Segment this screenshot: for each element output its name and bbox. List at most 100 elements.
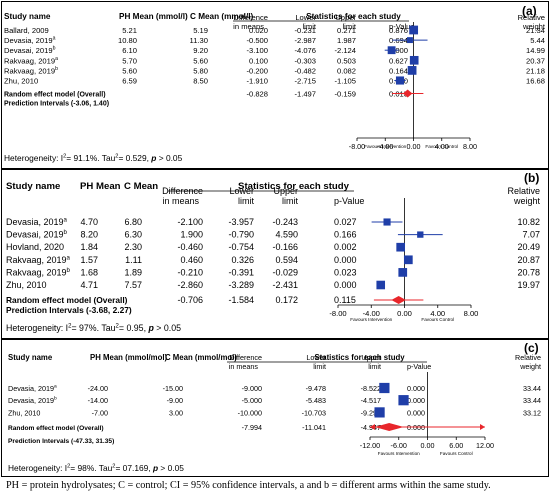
panel-1-row-weight: 14.99	[526, 46, 545, 55]
panel-1-row-c-mean: 5.19	[193, 26, 208, 35]
panel-1-row-ph-mean: 6.59	[122, 77, 137, 86]
panel-3-tick-label: -12.00	[360, 441, 380, 450]
panel-3-row-weight: 33.44	[523, 396, 541, 405]
panel-2-row-weight: 20.78	[517, 267, 540, 277]
panel-1-header-upper-1: Upper	[335, 13, 356, 22]
panel-1-tick-label: -4.00	[377, 142, 393, 151]
panel-2-row-upper: -0.029	[272, 267, 298, 277]
panel-1-row-upper: 0.503	[337, 56, 356, 65]
panel-2-row-lower: -3.289	[228, 280, 254, 290]
panel-3-row-diff: -5.000	[242, 396, 262, 405]
panel-1-row-c-mean: 11.30	[190, 36, 208, 45]
panel-1-row-c-mean: 8.50	[193, 77, 208, 86]
panel-1-row-weight: 16.68	[526, 77, 545, 86]
panel-3-row-upper: -8.522	[361, 384, 381, 393]
panel-2-header-upper-2: limit	[282, 196, 298, 206]
panel-2-favours-intervention: Favours Intervention	[350, 317, 392, 322]
panel-3-header-statistics: Statistics for each study	[314, 353, 405, 362]
panel-2-row-p: 0.023	[334, 267, 357, 277]
panel-1-row-ph-mean: 10.80	[118, 36, 137, 45]
panel-2-prediction-label: Prediction Intervals (-3.68, 2.27)	[6, 305, 132, 315]
panel-2-row-lower: -0.790	[228, 230, 254, 240]
panel-2-effect-square	[417, 231, 424, 238]
panel-2-header-lower-1: Lower	[229, 186, 254, 196]
panel-3-row-c-mean: -9.00	[167, 396, 183, 405]
panel-3-favours-control: Favours Control	[440, 451, 473, 456]
panel-3-tick-label: 12.00	[476, 441, 494, 450]
panel-1-effect-square	[387, 46, 396, 55]
panel-1-row-c-mean: 9.20	[193, 46, 208, 55]
panel-3-effect-square	[379, 382, 390, 394]
panel-1-favours-control: Favours Control	[425, 144, 458, 149]
panel-1-row-lower: -2.987	[294, 36, 316, 45]
panel-2-row-upper: -0.166	[272, 242, 298, 252]
panel-3-header-upper-1: Upper	[361, 353, 381, 362]
panel-3-row-diff: -9.000	[242, 384, 262, 393]
panel-2-overall-label: Random effect model (Overall)	[6, 295, 128, 305]
panel-2-effect-square	[396, 242, 406, 252]
panel-1-overall-diamond	[402, 89, 413, 98]
panel-1-row-weight: 20.37	[526, 56, 545, 65]
panel-3-row-diff: -10.000	[238, 408, 262, 417]
panel-1-effect-square	[409, 55, 419, 65]
panel-1-row-lower: -0.303	[294, 56, 316, 65]
panel-3-prediction-arrow-right	[480, 424, 485, 430]
panel-1-row-diff: -0.500	[246, 36, 268, 45]
panel-1-row-ph-mean: 5.70	[122, 56, 137, 65]
panel-2-tick-label: 0.00	[397, 309, 412, 318]
panel-2-header-upper-1: Upper	[273, 186, 298, 196]
panel-3-header-c-mean: C Mean (mmol/mol)	[165, 353, 237, 362]
panel-2-border	[1, 169, 549, 339]
panel-2-overall-lower: -1.584	[228, 295, 254, 305]
panel-2-header-lower-2: limit	[238, 196, 254, 206]
panel-2-row-study: Hovland, 2020	[6, 242, 64, 252]
panel-2-header-ph-mean: PH Mean	[80, 181, 121, 192]
panel-3-row-lower: -5.483	[306, 396, 326, 405]
panel-2-overall-upper: 0.172	[275, 295, 298, 305]
panel-3-overall-diff: -7.994	[242, 423, 262, 432]
panel-2-tick-label: 4.00	[430, 309, 445, 318]
panel-2-row-weight: 20.87	[517, 255, 540, 265]
panel-1-row-upper: 1.987	[337, 36, 356, 45]
panel-1-row-weight: 21.18	[526, 66, 545, 75]
panel-1-row-lower: -2.715	[294, 77, 316, 86]
panel-3-row-study: Zhu, 2010	[8, 408, 40, 417]
panel-2-row-diff: -0.460	[177, 242, 203, 252]
panel-2-row-diff: -0.210	[177, 267, 203, 277]
panel-3-tick-label: 0.00	[421, 441, 435, 450]
panel-1-header-upper-2: limit	[343, 22, 357, 31]
panel-1-effect-square	[395, 76, 405, 85]
panel-2-panel-label: (b)	[524, 171, 539, 185]
panel-2-overall-p: 0.115	[334, 295, 356, 305]
panel-3-row-c-mean: 3.00	[169, 408, 183, 417]
panel-1-effect-square	[409, 25, 419, 35]
panel-3-tick-label: 6.00	[449, 441, 463, 450]
panel-2-row-lower: -0.754	[228, 242, 254, 252]
panel-1-header-lower-2: limit	[303, 22, 317, 31]
panel-3-header-diff-1: Difference	[229, 353, 262, 362]
panel-2-favours-control: Favours Control	[421, 317, 454, 322]
panel-1-row-p: 0.000	[389, 46, 408, 55]
panel-1-row-weight: 21.34	[526, 26, 545, 35]
panel-3-row-ph-mean: -24.00	[88, 384, 108, 393]
panel-2-row-study: Devasai, 2019b	[6, 229, 68, 240]
panel-1-header-c-mean: C Mean (mmol/l)	[190, 12, 254, 21]
panel-2-row-study: Devasia, 2019a	[6, 217, 68, 228]
panel-2-header-study: Study name	[6, 181, 60, 192]
panel-1-row-diff: 0.100	[249, 56, 268, 65]
panel-1-overall-diff: -0.828	[246, 90, 268, 99]
panel-2-row-lower: -0.391	[228, 267, 254, 277]
panel-2-row-ph-mean: 1.84	[80, 242, 98, 252]
panel-1-header-statistics: Statistics for each study	[306, 12, 401, 21]
panel-2-row-diff: 0.460	[180, 255, 203, 265]
panel-1-overall-lower: -1.497	[294, 90, 316, 99]
panel-3-row-c-mean: -15.00	[163, 384, 183, 393]
panel-2-row-p: 0.027	[334, 217, 357, 227]
panel-1-overall-upper: -0.159	[334, 90, 356, 99]
panel-3-overall-lower: -11.041	[302, 423, 326, 432]
panel-2-header-weight-1: Relative	[507, 186, 540, 196]
panel-3-header-study: Study name	[8, 353, 53, 362]
panel-2-row-weight: 19.97	[517, 280, 540, 290]
panel-3-row-study: Devasia, 2019a	[8, 384, 57, 393]
panel-1-row-p: 0.164	[389, 66, 408, 75]
